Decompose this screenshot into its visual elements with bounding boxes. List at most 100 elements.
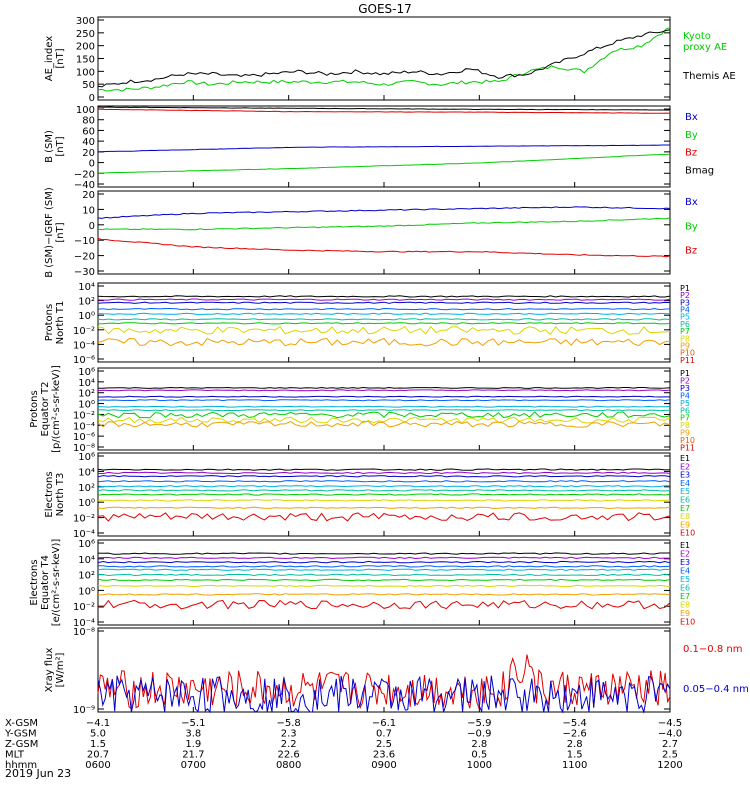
x-row-value: 0.5 [471, 750, 487, 761]
x-row-value: −5.4 [563, 718, 587, 729]
y-axis-label: [nT] [55, 48, 66, 68]
x-row-value: −4.5 [658, 718, 682, 729]
y-tick-label: 10² [78, 297, 95, 308]
legend-label: 0.05−0.4 nm [683, 684, 749, 695]
y-tick-label: 40 [82, 137, 95, 148]
legend-label: Themis AE [682, 71, 736, 82]
series-line-by [97, 217, 671, 231]
series-line-p6 [97, 409, 671, 412]
series-line-e10 [97, 512, 671, 522]
y-axis-label: Electrons [29, 559, 40, 605]
series-line-themis-ae [97, 29, 671, 88]
series-line-e4 [97, 480, 671, 483]
y-tick-label: 0 [89, 159, 95, 170]
series-line-e3 [97, 560, 671, 564]
legend-label: P8 [680, 421, 690, 430]
series-line-e2 [97, 471, 671, 475]
y-tick-label: 10⁶ [78, 452, 95, 463]
y-tick-label: −20 [74, 252, 95, 263]
y-axis-label: Equator T2 [40, 382, 51, 437]
series-line-e1 [97, 468, 671, 471]
y-tick-label: 10⁰ [78, 311, 95, 322]
y-axis-label: North T1 [55, 301, 66, 345]
legend-label: E8 [680, 601, 690, 610]
series-line-e2 [97, 556, 671, 560]
y-axis-label: [nT] [55, 222, 66, 242]
y-tick-label: 10⁻² [73, 326, 95, 337]
legend-label: proxy AE [683, 42, 727, 53]
series-line-p7 [98, 322, 671, 325]
y-tick-label: −20 [74, 169, 95, 180]
legend-label: P2 [680, 376, 690, 385]
x-row-value: 1000 [467, 760, 492, 771]
y-tick-label: 80 [82, 116, 95, 127]
series-line-p5 [97, 405, 671, 408]
y-tick-label: 10⁴ [78, 282, 95, 293]
legend-label: E4 [680, 479, 690, 488]
y-tick-label: 100 [76, 105, 95, 116]
y-axis-label: B (SM) [44, 130, 55, 163]
legend-label: By [685, 221, 698, 232]
x-row-value: 2.7 [662, 739, 678, 750]
y-axis-label: Protons [29, 390, 40, 427]
y-tick-label: 10⁻⁸ [73, 627, 95, 638]
panel-frame [97, 282, 671, 363]
x-row-label: MLT [5, 750, 25, 761]
series-line-e8 [97, 499, 670, 502]
series-line-by [97, 153, 671, 174]
series-line-0-05-0-4-nm [97, 675, 671, 714]
legend-label: E3 [680, 471, 690, 480]
series-line-e10 [97, 599, 671, 610]
series-line-p2 [97, 389, 671, 392]
y-tick-label: 60 [82, 126, 95, 137]
x-row-value: 22.6 [278, 750, 300, 761]
x-row-value: 2.2 [281, 739, 297, 750]
series-line-p9 [97, 420, 671, 428]
panel-bigrf: 20 10 0 −10 −20 −30 B (SM)−IGRF (SM) [nT] Bx By Bz [44, 187, 698, 278]
series-line-bz [97, 237, 671, 258]
series-line-e9 [97, 593, 671, 596]
x-row-value: −5.9 [467, 718, 491, 729]
legend-label: P7 [680, 327, 690, 336]
legend-label: P11 [680, 356, 695, 365]
series-line-p1 [97, 295, 671, 298]
series-line-bz [98, 108, 671, 114]
legend-label: E7 [680, 504, 690, 513]
series-line-bmag [97, 106, 671, 111]
series-line-e3 [97, 475, 671, 478]
series-line-e5 [97, 568, 671, 571]
legend-label: Bmag [685, 165, 714, 176]
x-row-label: X-GSM [5, 718, 38, 729]
legend-label: E7 [680, 592, 690, 601]
y-tick-label: 10⁻² [73, 410, 95, 421]
x-row-value: 2.8 [567, 739, 583, 750]
legend-label: E10 [680, 529, 695, 538]
y-tick-label: 10⁶ [78, 367, 95, 378]
x-row-value: 1100 [562, 760, 587, 771]
series-line-p6 [97, 318, 671, 321]
legend-label: P10 [680, 349, 695, 358]
x-row-value: 3.8 [185, 729, 201, 740]
series-line-e7 [97, 578, 671, 582]
legend-label: Kyoto [683, 31, 711, 42]
series-line-e7 [97, 493, 671, 496]
x-row-value: 20.7 [87, 750, 109, 761]
x-row-value: −6.1 [372, 718, 396, 729]
panel-frame [97, 16, 671, 101]
x-row-value: 1.5 [90, 739, 106, 750]
series-line-p3 [97, 301, 671, 304]
series-line-e5 [97, 485, 671, 488]
x-row-value: −5.1 [181, 718, 205, 729]
x-row-value: 0700 [181, 760, 206, 771]
series-line-p9 [97, 337, 671, 347]
y-tick-label: 10⁶ [78, 539, 95, 550]
legend-label: P3 [680, 298, 690, 307]
series-line-p7 [97, 411, 671, 419]
legend-label: E6 [680, 496, 690, 505]
y-tick-label: 10⁻² [73, 602, 95, 613]
panel-protons-north: 10⁴ 10² 10⁰ 10⁻² 10⁻⁴ 10⁻⁶ Protons North T1 P1P2… [44, 282, 695, 366]
y-tick-label: 0 [89, 93, 95, 104]
